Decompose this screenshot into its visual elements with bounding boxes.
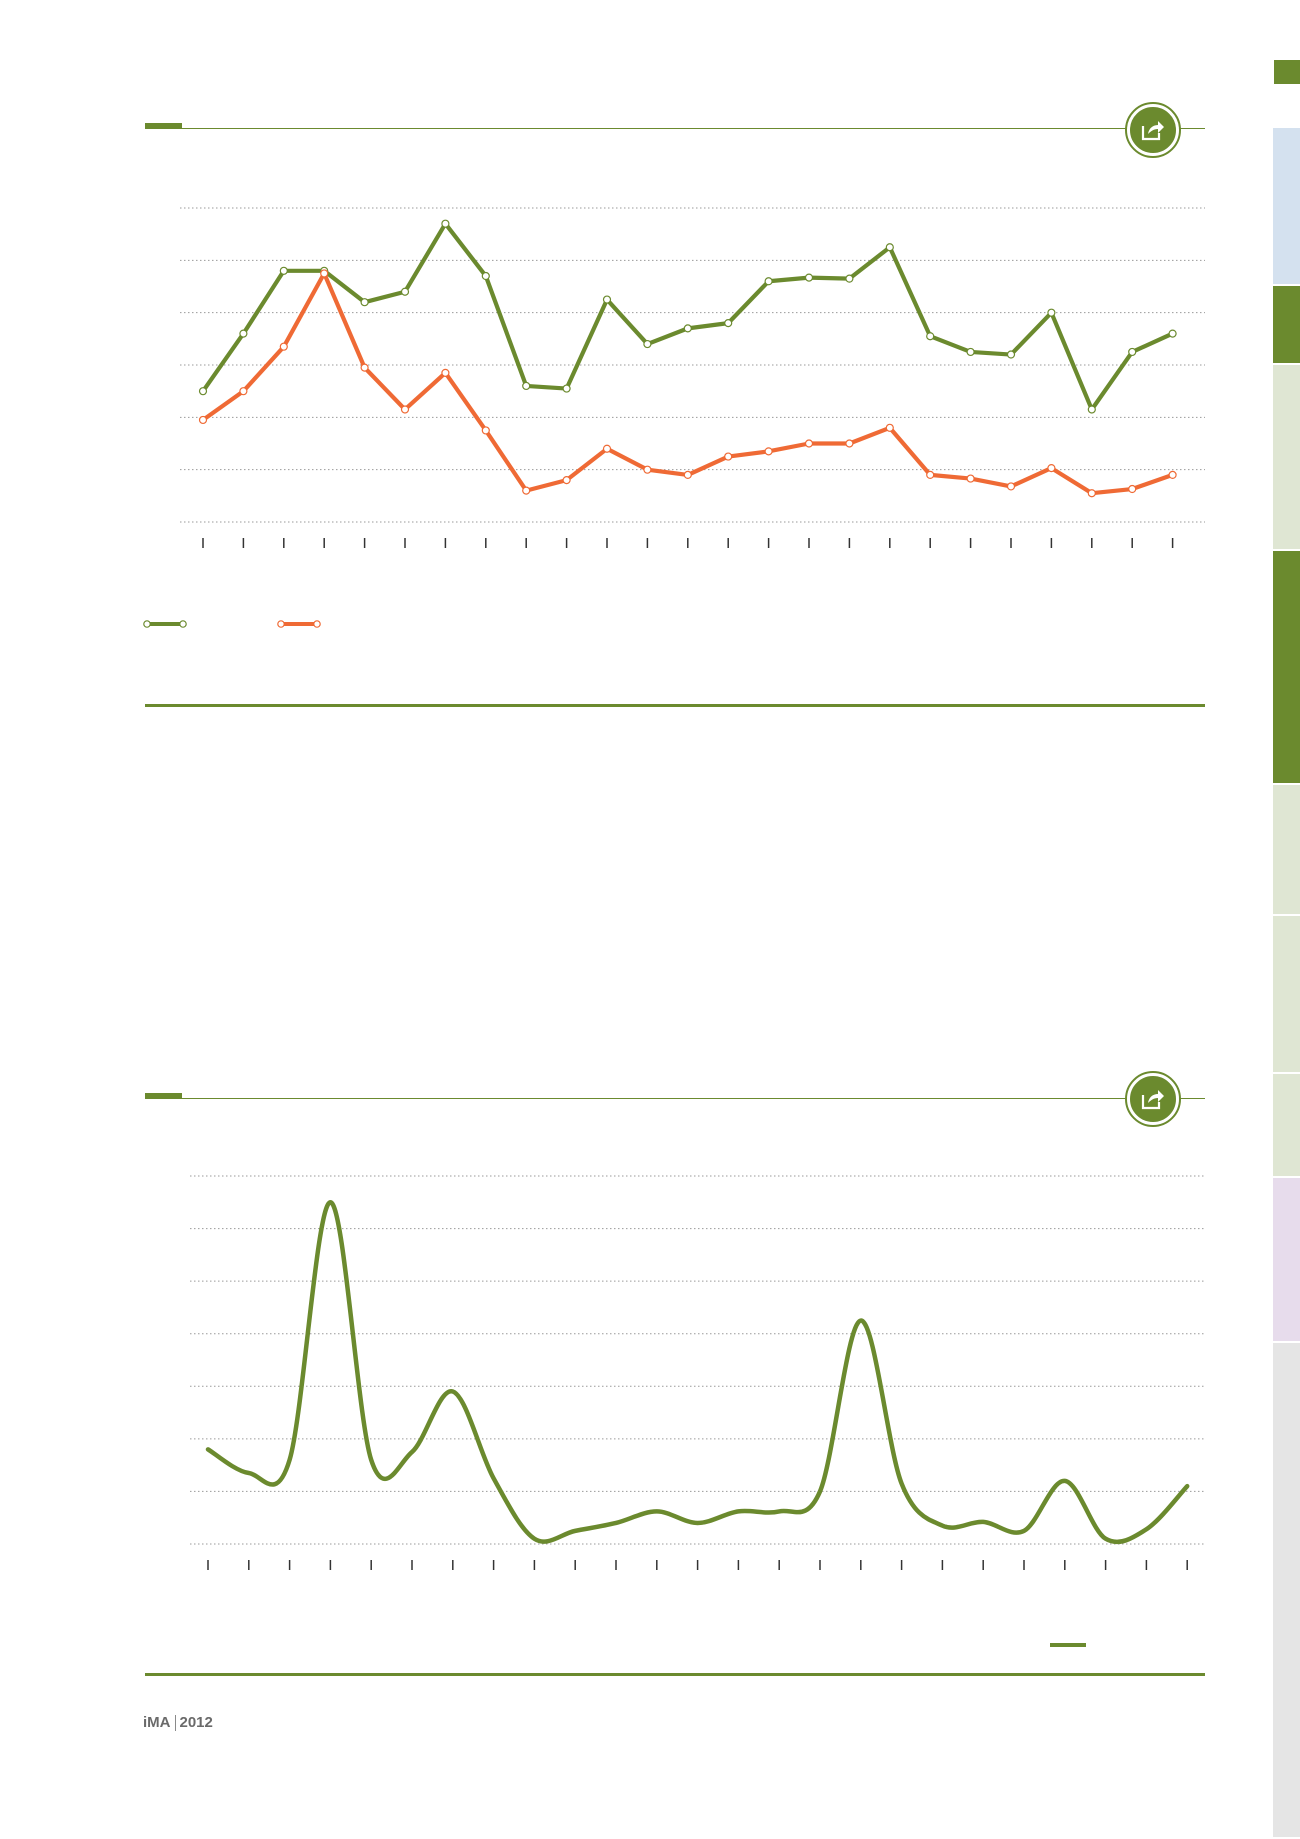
series-line-1 [200,221,1175,412]
logo-separator [174,1714,176,1731]
section-tab[interactable] [1273,916,1300,1072]
data-point-2 [724,452,733,461]
data-point-1 [724,319,733,328]
chart-2-header-accent [145,1093,182,1099]
data-point-2 [481,426,490,435]
data-point-2 [522,486,531,495]
legend-marker [179,620,187,628]
section-tab[interactable] [1273,1178,1300,1341]
data-point-2 [1006,482,1016,491]
chart-1-bottom-rule [145,704,1205,707]
data-point-1 [481,271,490,281]
export-share-icon [1141,121,1164,141]
data-point-2 [643,465,652,474]
footer-year: 2012 [179,1714,213,1731]
data-point-1 [1168,329,1177,338]
data-point-2 [239,387,248,396]
data-point-1 [804,273,814,282]
export-share-icon [1141,1090,1164,1110]
active-section-marker [1274,60,1300,84]
data-point-2 [1047,463,1056,473]
line-chart-1 [143,207,1205,628]
data-point-1 [360,298,369,307]
data-point-2 [279,342,288,351]
data-point-2 [926,470,935,479]
data-point-1 [562,384,571,393]
data-point-1 [1006,350,1016,359]
data-point-2 [1087,489,1096,498]
legend-marker [143,620,151,628]
section-tab[interactable] [1273,785,1300,914]
data-point-1 [966,347,975,357]
data-point-2 [885,423,894,432]
legend-marker [277,620,285,628]
data-point-1 [1047,308,1056,317]
series-line-1 [205,1200,1190,1545]
data-point-1 [441,219,450,228]
data-point-1 [1087,405,1096,414]
section-tab[interactable] [1273,551,1300,783]
chart-2-export-button[interactable] [1125,1071,1181,1127]
data-point-2 [1128,484,1137,494]
ima-logo: iMA [143,1714,171,1731]
data-point-1 [643,339,652,349]
data-point-1 [400,287,410,296]
data-point-1 [845,274,854,283]
data-point-1 [764,277,773,286]
section-tab[interactable] [1273,286,1300,363]
data-point-2 [198,415,208,425]
section-tab[interactable] [1273,1074,1300,1176]
data-point-1 [1128,347,1137,357]
data-point-2 [845,439,854,448]
chart-1-export-button[interactable] [1125,102,1181,158]
section-tab[interactable] [1273,1343,1300,1837]
data-point-1 [239,329,248,338]
data-point-2 [966,474,975,483]
data-point-1 [522,381,531,391]
chart-2-header-rule [145,1098,1205,1099]
legend-marker [313,620,321,628]
data-point-1 [683,324,692,333]
data-point-2 [683,470,692,479]
footer-logo: iMA 2012 [143,1714,213,1731]
data-point-2 [400,405,410,414]
series-line-2 [200,271,1175,496]
data-point-2 [602,444,612,453]
data-point-2 [360,363,369,372]
data-point-1 [279,266,288,275]
line-chart-2 [190,1175,1205,1647]
data-point-2 [764,447,773,456]
data-point-2 [320,269,329,278]
section-tab[interactable] [1273,365,1300,549]
chart-1-header-accent [145,123,182,129]
section-tab[interactable] [1273,128,1300,284]
data-point-2 [1168,470,1177,479]
chart-2-bottom-rule [145,1673,1205,1676]
data-point-2 [441,368,450,377]
data-point-2 [804,439,814,448]
data-point-1 [198,387,208,396]
data-point-1 [885,243,894,252]
data-point-1 [602,295,612,304]
chart-1-header-rule [145,128,1205,129]
data-point-1 [926,332,935,341]
data-point-2 [562,476,571,485]
